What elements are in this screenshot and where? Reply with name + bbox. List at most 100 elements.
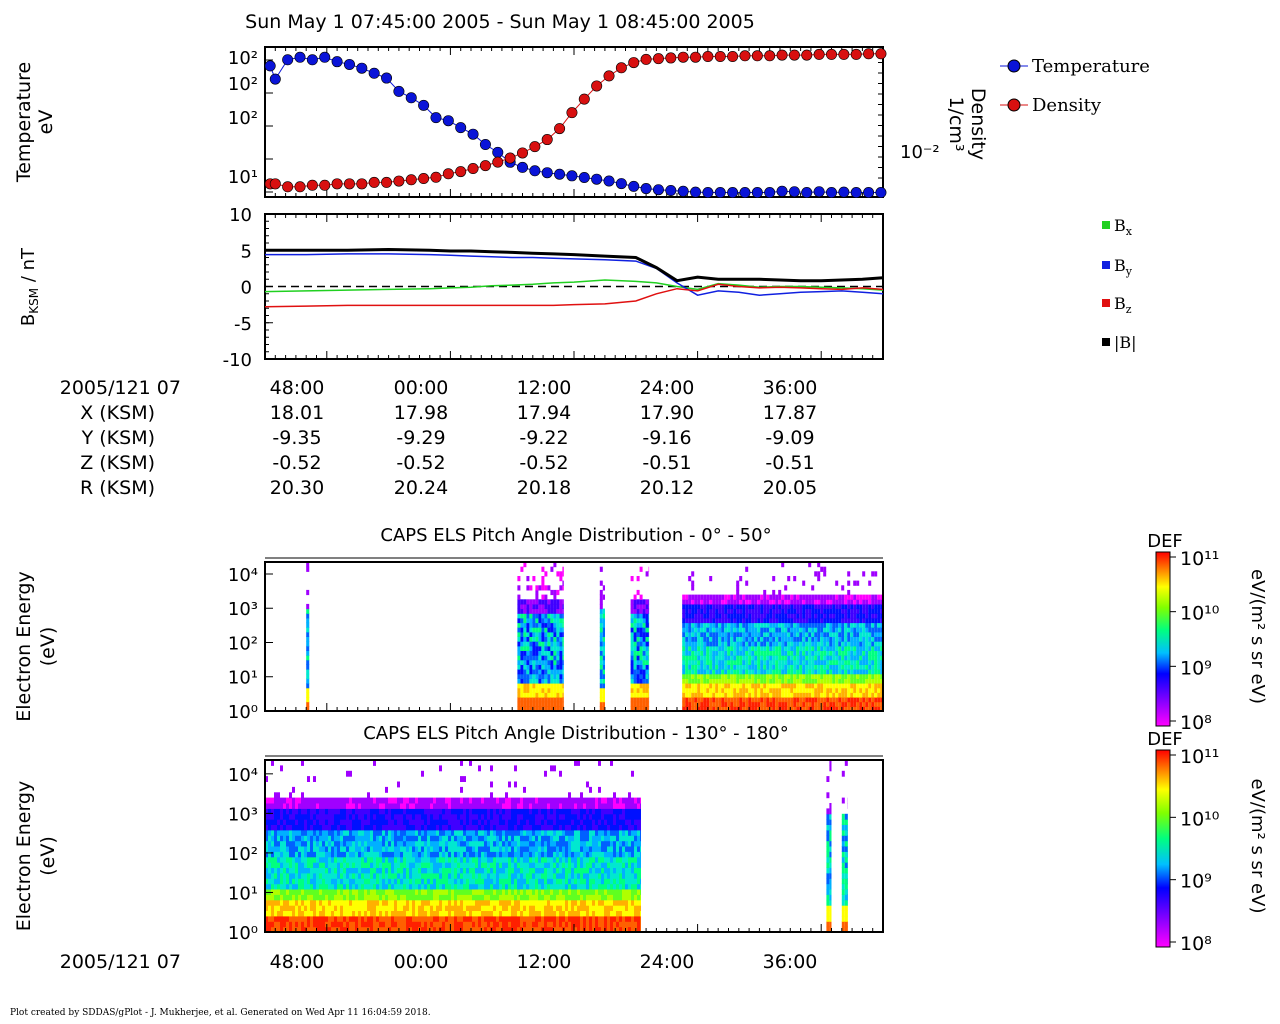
spec-cell bbox=[442, 819, 445, 825]
spec-cell bbox=[367, 878, 370, 885]
spec-cell bbox=[742, 613, 746, 619]
spec-cell bbox=[712, 669, 716, 675]
legend-bz-swatch bbox=[1102, 299, 1110, 307]
spec-cell bbox=[517, 631, 521, 637]
spec-cell bbox=[688, 594, 692, 600]
spec-cell bbox=[424, 872, 427, 879]
spec-cell bbox=[733, 599, 737, 605]
spec-cell bbox=[862, 692, 866, 698]
spec-cell bbox=[808, 659, 812, 665]
spec-cell bbox=[694, 617, 698, 624]
spec-cell bbox=[463, 803, 466, 809]
spec-cell bbox=[754, 594, 758, 600]
spec-cell bbox=[636, 664, 640, 670]
spec-cell bbox=[754, 599, 758, 605]
spec-cell bbox=[412, 813, 415, 820]
spec-cell bbox=[544, 706, 548, 712]
spec-cell bbox=[790, 692, 794, 698]
spec-cell bbox=[838, 687, 842, 693]
spec-cell bbox=[599, 594, 603, 600]
spec-cell bbox=[844, 697, 848, 703]
spec-cell bbox=[748, 645, 752, 651]
spec-cell bbox=[556, 631, 560, 637]
spec-cell bbox=[454, 889, 457, 895]
spec-cell bbox=[367, 867, 370, 874]
spec-cell bbox=[772, 599, 776, 605]
spec-cell bbox=[343, 808, 346, 815]
spec-cell bbox=[280, 824, 283, 831]
spec-cell bbox=[271, 889, 274, 895]
spec-cell bbox=[529, 678, 533, 684]
spec-cell bbox=[496, 840, 499, 847]
spec-cell bbox=[642, 697, 646, 703]
spec-cell bbox=[337, 867, 340, 874]
spec-cell bbox=[775, 645, 779, 651]
spec-cell bbox=[562, 645, 564, 651]
spec-cell bbox=[856, 603, 860, 610]
spec-cell bbox=[703, 627, 707, 633]
spec-cell bbox=[639, 641, 643, 647]
spec-cell bbox=[550, 697, 554, 703]
spec-cell bbox=[796, 659, 800, 665]
spec-cell bbox=[306, 617, 310, 624]
spec-cell bbox=[427, 862, 430, 868]
spec-cell bbox=[286, 819, 289, 825]
spec-cell bbox=[832, 683, 836, 689]
spec-cell bbox=[553, 678, 557, 684]
spec-cell bbox=[751, 678, 755, 684]
spec-cell bbox=[694, 608, 698, 614]
spec-cell bbox=[556, 589, 560, 596]
spec-cell bbox=[599, 697, 603, 703]
spec-cell bbox=[538, 692, 542, 698]
spec-cell bbox=[754, 613, 758, 619]
spec-cell bbox=[490, 862, 493, 868]
spec-cell bbox=[346, 835, 349, 842]
spec-cell bbox=[820, 636, 824, 642]
spec-cell bbox=[769, 645, 773, 651]
spec-cell bbox=[496, 803, 499, 809]
spec-cell bbox=[493, 899, 496, 906]
spec-cell bbox=[757, 636, 761, 642]
spec-cell bbox=[844, 701, 848, 707]
spec-cell bbox=[460, 760, 463, 766]
spec-cell bbox=[760, 669, 764, 675]
spec-cell bbox=[517, 613, 521, 619]
spec-cell bbox=[724, 683, 728, 689]
spec-cell bbox=[391, 824, 394, 831]
spec-cell bbox=[739, 627, 743, 633]
spec-cell bbox=[760, 678, 764, 684]
spec-cell bbox=[475, 808, 478, 815]
spec-cell bbox=[265, 872, 268, 879]
spec-cell bbox=[808, 701, 812, 707]
spec-cell bbox=[691, 706, 695, 712]
spec-cell bbox=[853, 655, 857, 661]
spec-cell bbox=[736, 613, 740, 619]
spec-cell bbox=[352, 835, 355, 842]
spec-cell bbox=[523, 659, 527, 665]
spec-cell bbox=[736, 692, 740, 698]
spec-cell bbox=[802, 627, 806, 633]
spec-cell bbox=[871, 636, 875, 642]
spec-cell bbox=[703, 636, 707, 642]
spec-cell bbox=[685, 645, 689, 651]
spec-cell bbox=[823, 613, 827, 619]
spec-cell bbox=[877, 664, 881, 670]
spec-cell bbox=[865, 594, 869, 600]
spec-cell bbox=[466, 894, 469, 901]
spec-cell bbox=[484, 851, 487, 858]
spec-cell bbox=[823, 701, 827, 707]
spec-cell bbox=[742, 669, 746, 675]
density-point bbox=[516, 147, 528, 159]
temperature-point bbox=[529, 165, 541, 177]
spec-cell bbox=[322, 824, 325, 831]
density-point bbox=[652, 53, 664, 65]
spec-cell bbox=[322, 829, 325, 836]
spec-cell bbox=[766, 673, 770, 679]
spec-cell bbox=[466, 851, 469, 858]
spec-cell bbox=[874, 655, 878, 661]
spec-cell bbox=[442, 840, 445, 847]
spec-cell bbox=[808, 631, 812, 637]
spec-cell bbox=[289, 915, 292, 922]
spec-cell bbox=[633, 701, 637, 707]
spec-cell bbox=[406, 905, 409, 911]
